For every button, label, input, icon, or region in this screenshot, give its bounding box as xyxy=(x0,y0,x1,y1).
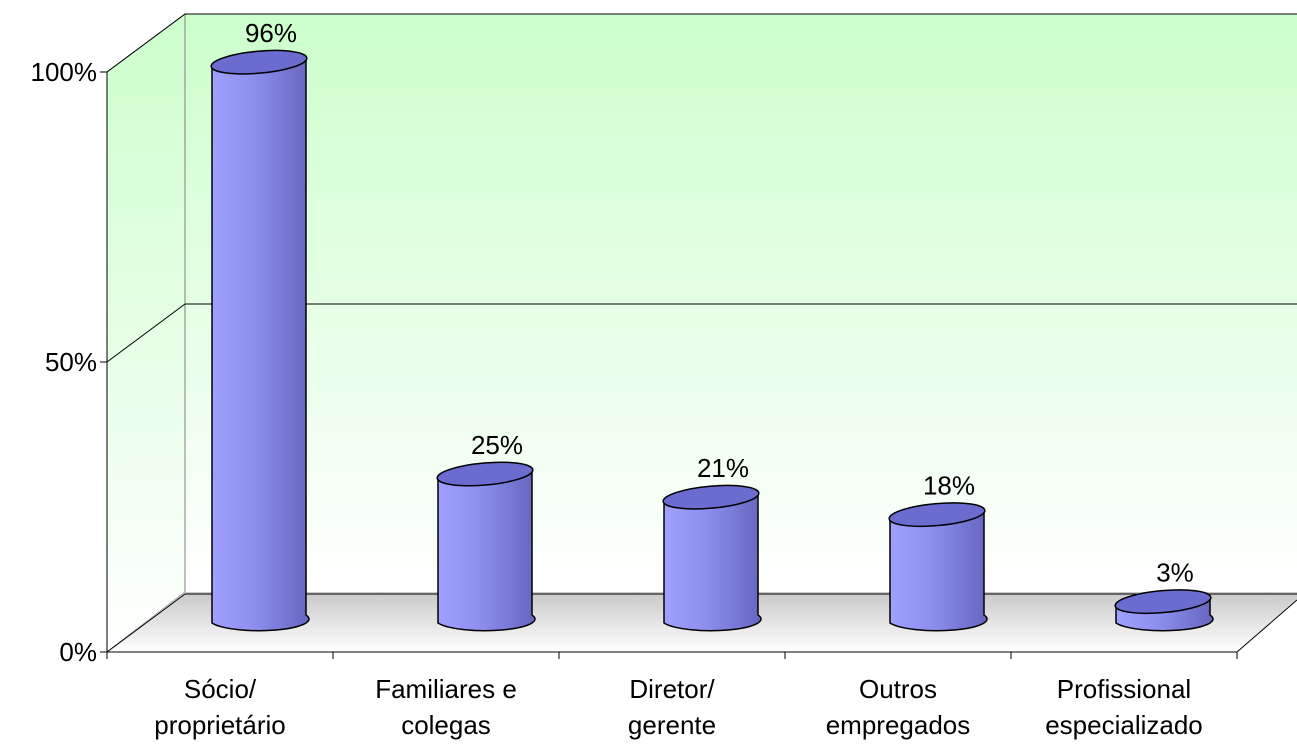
value-label: 25% xyxy=(471,430,523,460)
floor-edge xyxy=(1236,599,1297,653)
bar xyxy=(211,57,310,632)
back-wall xyxy=(185,14,1297,592)
grid-line xyxy=(106,593,186,653)
bar-top xyxy=(210,49,308,75)
bar-top xyxy=(888,502,986,528)
x-tick-label: especializado xyxy=(1045,710,1203,740)
bar-top xyxy=(436,461,534,487)
x-tick-label: empregados xyxy=(826,710,971,740)
bar xyxy=(663,492,762,632)
x-tick-label: Familiares e xyxy=(375,674,517,704)
y-tick-label: 0% xyxy=(59,637,97,667)
x-tick-label: Diretor/ xyxy=(629,674,715,704)
grid-line xyxy=(106,13,186,73)
x-tick-label: gerente xyxy=(628,710,716,740)
value-label: 96% xyxy=(245,18,297,48)
y-tick-label: 50% xyxy=(45,347,97,377)
x-tick-label: Outros xyxy=(859,674,937,704)
value-label: 21% xyxy=(697,453,749,483)
x-tick-label: colegas xyxy=(401,710,491,740)
x-tick-label: Sócio/ xyxy=(184,674,257,704)
value-label: 18% xyxy=(923,471,975,501)
bar-top xyxy=(662,484,760,510)
bar xyxy=(437,469,536,632)
grid-line xyxy=(106,303,186,363)
bar xyxy=(889,509,988,632)
value-label: 3% xyxy=(1156,558,1194,588)
x-tick-label: Profissional xyxy=(1057,674,1191,704)
y-tick-label: 100% xyxy=(31,57,98,87)
bar-top xyxy=(1114,589,1212,615)
x-tick-label: proprietário xyxy=(154,710,286,740)
